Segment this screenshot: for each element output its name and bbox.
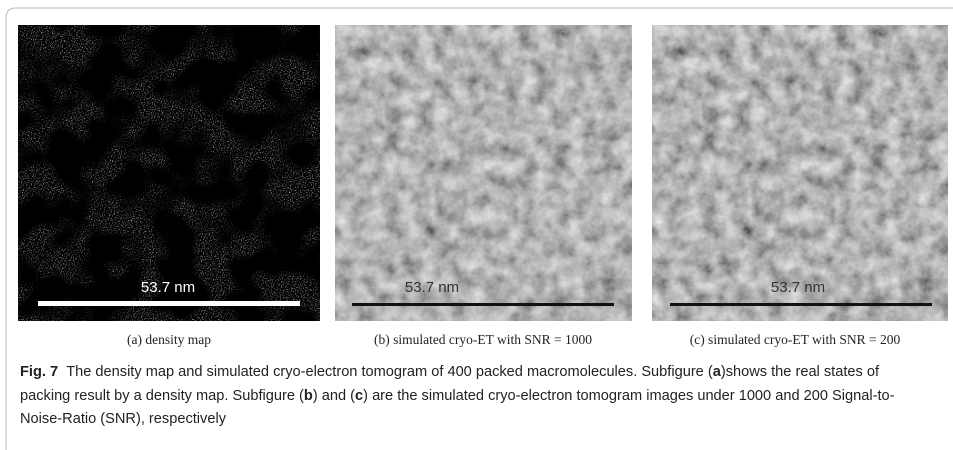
cryo-et-image: 53.7 nm: [652, 25, 948, 321]
scale-label: 53.7 nm: [141, 279, 195, 296]
caption-label: Fig. 7: [20, 364, 59, 380]
figure-caption: Fig. 7 The density map and simulated cry…: [20, 361, 910, 432]
caption-text: ) and (: [312, 387, 356, 404]
caption-ref: b: [303, 387, 313, 404]
caption-text: )shows the real states of packing result…: [20, 364, 880, 404]
cryo-et-image: 53.7 nm: [335, 25, 632, 321]
caption-text: ) are the simulated cryo-electron tomogr…: [20, 387, 895, 428]
scale-label: 53.7 nm: [771, 279, 825, 296]
subcaption: (a) density map: [127, 332, 211, 347]
scale-label: 53.7 nm: [405, 279, 459, 296]
subcaption: (c) simulated cryo-ET with SNR = 200: [689, 332, 901, 347]
caption-ref: a: [712, 364, 721, 380]
density-map-image: 53.7 nm: [18, 25, 320, 321]
caption-text: The density map and simulated cryo-elect…: [66, 364, 713, 380]
subcaption: (b) simulated cryo-ET with SNR = 1000: [373, 332, 593, 347]
caption-ref: c: [355, 387, 364, 404]
